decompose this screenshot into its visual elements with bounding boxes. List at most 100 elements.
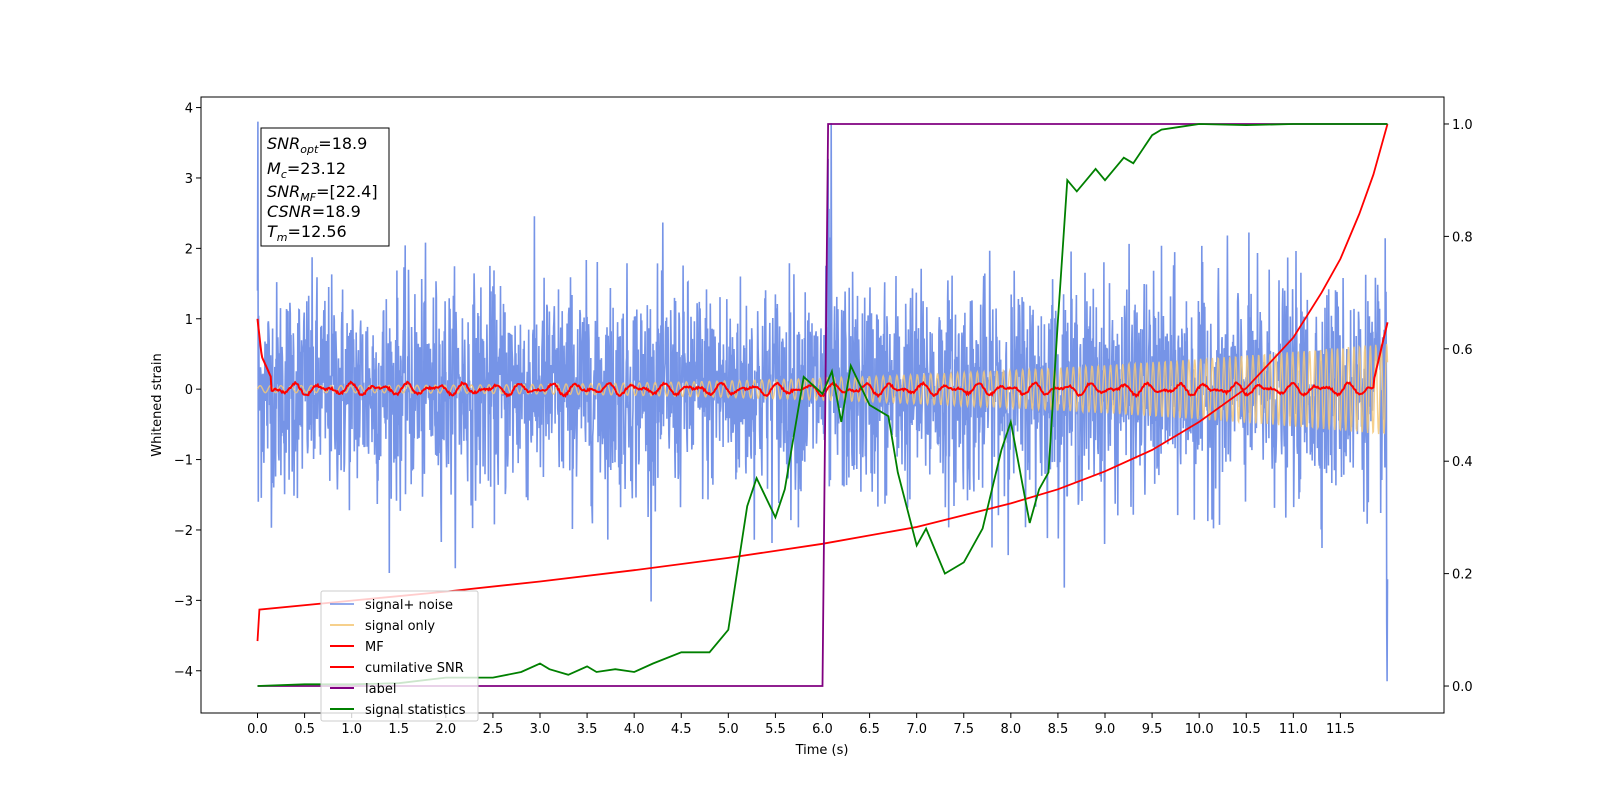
legend-label: MF bbox=[365, 640, 384, 655]
x-tick: 11.5 bbox=[1326, 713, 1355, 737]
y-tick: −1 bbox=[174, 454, 201, 469]
legend-item: label bbox=[330, 682, 396, 697]
x-tick: 5.0 bbox=[718, 713, 739, 737]
y-tick-label: 3 bbox=[185, 172, 193, 187]
annotation-csnr: CSNR=18.9 bbox=[267, 202, 361, 221]
y-tick-label: 2 bbox=[185, 242, 193, 257]
series-signal-statistics bbox=[257, 123, 1388, 687]
y2-tick: 0.8 bbox=[1444, 230, 1473, 245]
x-tick-label: 3.5 bbox=[577, 722, 598, 737]
y-tick-label: 4 bbox=[185, 102, 193, 117]
legend: signal+ noise signal only MF cumilative SNR… bbox=[320, 590, 479, 722]
legend-label: signal+ noise bbox=[365, 598, 453, 613]
x-tick-label: 5.0 bbox=[718, 722, 739, 737]
x-tick-label: 2.0 bbox=[435, 722, 456, 737]
y2-tick-label: 0.4 bbox=[1452, 455, 1473, 470]
x-tick-label: 7.5 bbox=[953, 722, 974, 737]
y2-tick-label: 0.6 bbox=[1452, 343, 1473, 358]
series-cumilative-snr bbox=[256, 123, 1389, 642]
y-tick-label: 1 bbox=[185, 313, 193, 328]
x-tick: 9.0 bbox=[1095, 713, 1116, 737]
x-tick-label: 9.5 bbox=[1142, 722, 1163, 737]
x-tick: 8.0 bbox=[1000, 713, 1021, 737]
y-axis-right: 1.0 0.8 0.6 0.4 0.2 0.0 bbox=[1444, 118, 1473, 695]
y2-tick: 0.2 bbox=[1444, 568, 1473, 583]
y-tick: 2 bbox=[185, 242, 201, 257]
annotation-tm: Tm=12.56 bbox=[267, 222, 347, 244]
x-tick: 4.5 bbox=[671, 713, 692, 737]
legend-label: signal only bbox=[365, 619, 435, 634]
x-tick: 2.5 bbox=[483, 713, 504, 737]
x-tick: 9.5 bbox=[1142, 713, 1163, 737]
x-tick-label: 2.5 bbox=[483, 722, 504, 737]
x-tick-label: 5.5 bbox=[765, 722, 786, 737]
y2-tick-label: 0.0 bbox=[1452, 680, 1473, 695]
legend-label: cumilative SNR bbox=[365, 661, 464, 676]
x-tick-label: 0.5 bbox=[294, 722, 315, 737]
x-tick-label: 11.0 bbox=[1279, 722, 1308, 737]
legend-label: signal statistics bbox=[365, 703, 466, 718]
x-tick-label: 7.0 bbox=[906, 722, 927, 737]
x-tick: 3.5 bbox=[577, 713, 598, 737]
annotation-box: SNRopt=18.9 Mc=23.12 SNRMF=[22.4] CSNR=1… bbox=[260, 127, 390, 247]
x-tick: 6.5 bbox=[859, 713, 880, 737]
series-layer bbox=[256, 121, 1389, 687]
x-tick: 10.0 bbox=[1185, 713, 1214, 737]
x-tick-label: 1.5 bbox=[388, 722, 409, 737]
y-tick: 4 bbox=[185, 102, 201, 117]
x-tick: 11.0 bbox=[1279, 713, 1308, 737]
x-tick-label: 10.5 bbox=[1232, 722, 1261, 737]
y-tick-label: −4 bbox=[174, 665, 193, 680]
y-tick-label: −2 bbox=[174, 524, 193, 539]
x-tick-label: 11.5 bbox=[1326, 722, 1355, 737]
x-tick: 5.5 bbox=[765, 713, 786, 737]
x-tick: 0.5 bbox=[294, 713, 315, 737]
x-tick-label: 4.5 bbox=[671, 722, 692, 737]
y2-tick-label: 0.2 bbox=[1452, 568, 1473, 583]
x-tick: 6.0 bbox=[812, 713, 833, 737]
x-tick-label: 3.0 bbox=[530, 722, 551, 737]
y-tick: 0 bbox=[185, 383, 201, 398]
y-tick: −3 bbox=[174, 594, 201, 609]
y-tick: 1 bbox=[185, 313, 201, 328]
annotation-snr-mf: SNRMF=[22.4] bbox=[267, 182, 378, 204]
y-tick: −2 bbox=[174, 524, 201, 539]
legend-item: MF bbox=[330, 640, 384, 655]
y-axis-label: Whitened strain bbox=[150, 353, 165, 456]
x-axis-label: Time (s) bbox=[795, 743, 849, 758]
series-label bbox=[257, 123, 1388, 687]
y2-tick: 0.4 bbox=[1444, 455, 1473, 470]
x-tick: 4.0 bbox=[624, 713, 645, 737]
y-axis-left: 4 3 2 1 0 −1 −2 −3 −4 bbox=[174, 102, 201, 680]
x-tick: 10.5 bbox=[1232, 713, 1261, 737]
x-tick-label: 9.0 bbox=[1095, 722, 1116, 737]
legend-item: signal+ noise bbox=[330, 598, 453, 613]
y2-tick: 0.6 bbox=[1444, 343, 1473, 358]
annotation-mc: Mc=23.12 bbox=[267, 159, 346, 181]
x-tick-label: 4.0 bbox=[624, 722, 645, 737]
x-tick-label: 8.0 bbox=[1000, 722, 1021, 737]
y-tick-label: 0 bbox=[185, 383, 193, 398]
x-tick-label: 0.0 bbox=[247, 722, 268, 737]
y2-tick: 1.0 bbox=[1444, 118, 1473, 133]
series-mf bbox=[256, 318, 1389, 399]
x-tick-label: 8.5 bbox=[1048, 722, 1069, 737]
x-tick: 7.5 bbox=[953, 713, 974, 737]
legend-item: signal statistics bbox=[330, 703, 466, 718]
y-tick: 3 bbox=[185, 172, 201, 187]
x-tick: 7.0 bbox=[906, 713, 927, 737]
y-tick: −4 bbox=[174, 665, 201, 680]
x-tick: 3.0 bbox=[530, 713, 551, 737]
legend-label: label bbox=[365, 682, 396, 697]
x-tick: 8.5 bbox=[1048, 713, 1069, 737]
x-tick-label: 1.0 bbox=[341, 722, 362, 737]
x-tick-label: 6.0 bbox=[812, 722, 833, 737]
y2-tick-label: 1.0 bbox=[1452, 118, 1473, 133]
x-tick: 0.0 bbox=[247, 713, 268, 737]
legend-item: signal only bbox=[330, 619, 435, 634]
annotation-snr-opt: SNRopt=18.9 bbox=[267, 134, 367, 156]
x-tick-label: 6.5 bbox=[859, 722, 880, 737]
x-tick-label: 10.0 bbox=[1185, 722, 1214, 737]
y-tick-label: −1 bbox=[174, 454, 193, 469]
